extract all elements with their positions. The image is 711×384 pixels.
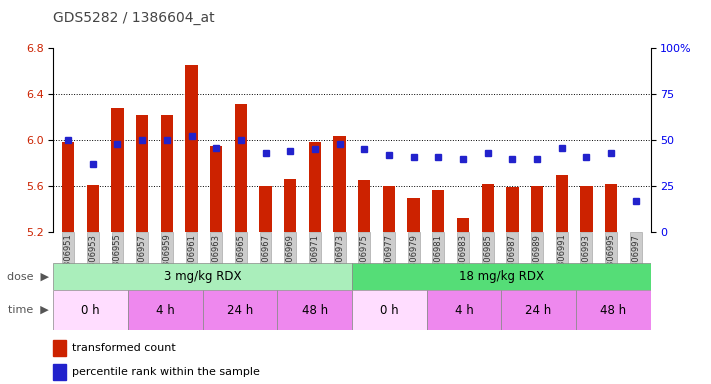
Bar bbox=[432, 190, 444, 232]
Bar bbox=[576, 290, 651, 330]
Bar bbox=[352, 290, 427, 330]
Bar bbox=[457, 218, 469, 232]
Bar bbox=[53, 340, 66, 356]
Bar bbox=[407, 198, 419, 232]
Bar bbox=[605, 184, 617, 232]
Bar bbox=[161, 115, 173, 232]
Bar bbox=[203, 290, 277, 330]
Bar bbox=[580, 186, 592, 232]
Bar bbox=[506, 187, 518, 232]
Bar bbox=[62, 142, 75, 232]
Bar bbox=[112, 108, 124, 232]
Text: 4 h: 4 h bbox=[156, 304, 175, 316]
Text: transformed count: transformed count bbox=[73, 343, 176, 353]
Text: GDS5282 / 1386604_at: GDS5282 / 1386604_at bbox=[53, 11, 215, 25]
Text: percentile rank within the sample: percentile rank within the sample bbox=[73, 367, 260, 377]
Bar bbox=[555, 175, 568, 232]
Bar bbox=[210, 146, 223, 232]
Text: dose  ▶: dose ▶ bbox=[7, 271, 49, 281]
Text: time  ▶: time ▶ bbox=[9, 305, 49, 315]
Bar bbox=[427, 290, 501, 330]
Bar bbox=[186, 65, 198, 232]
Bar bbox=[352, 263, 651, 290]
Bar bbox=[333, 136, 346, 232]
Text: 3 mg/kg RDX: 3 mg/kg RDX bbox=[164, 270, 242, 283]
Bar bbox=[53, 263, 352, 290]
Bar bbox=[277, 290, 352, 330]
Text: 18 mg/kg RDX: 18 mg/kg RDX bbox=[459, 270, 544, 283]
Bar bbox=[358, 180, 370, 232]
Bar bbox=[53, 290, 128, 330]
Text: 48 h: 48 h bbox=[600, 304, 626, 316]
Bar bbox=[128, 290, 203, 330]
Bar bbox=[53, 364, 66, 380]
Bar bbox=[235, 104, 247, 232]
Bar bbox=[501, 290, 576, 330]
Bar bbox=[136, 115, 149, 232]
Text: 0 h: 0 h bbox=[81, 304, 100, 316]
Bar bbox=[481, 184, 494, 232]
Text: 48 h: 48 h bbox=[301, 304, 328, 316]
Bar bbox=[260, 186, 272, 232]
Bar bbox=[383, 186, 395, 232]
Bar bbox=[309, 142, 321, 232]
Bar bbox=[531, 186, 543, 232]
Text: 24 h: 24 h bbox=[525, 304, 552, 316]
Bar bbox=[284, 179, 296, 232]
Text: 4 h: 4 h bbox=[454, 304, 474, 316]
Text: 0 h: 0 h bbox=[380, 304, 399, 316]
Bar bbox=[87, 185, 99, 232]
Text: 24 h: 24 h bbox=[227, 304, 253, 316]
